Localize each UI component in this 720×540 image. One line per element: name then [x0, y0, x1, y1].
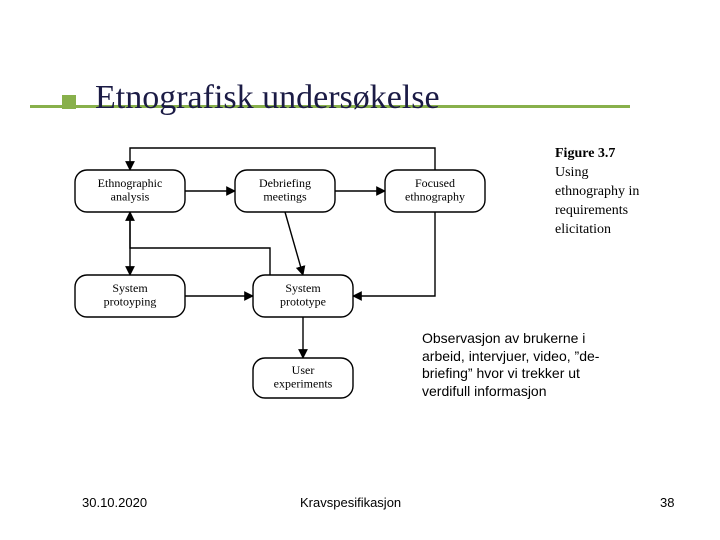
footer-date: 30.10.2020 — [82, 495, 147, 510]
footer-page-number: 38 — [660, 495, 674, 510]
figure-number: Figure 3.7 — [555, 146, 615, 161]
figure-caption-line3: requirements — [555, 203, 628, 218]
slide-title: Etnografisk undersøkelse — [95, 79, 440, 117]
title-bullet — [62, 95, 76, 109]
svg-text:meetings: meetings — [263, 190, 307, 204]
svg-text:ethnography: ethnography — [405, 190, 465, 204]
svg-text:User: User — [292, 363, 315, 377]
svg-text:protoyping: protoyping — [104, 295, 157, 309]
svg-text:analysis: analysis — [111, 190, 150, 204]
observation-paragraph: Observasjon av brukerne i arbeid, interv… — [422, 330, 632, 400]
svg-text:Ethnographic: Ethnographic — [98, 176, 163, 190]
svg-text:Focused: Focused — [415, 176, 455, 190]
figure-caption-line1: Using — [555, 165, 588, 180]
svg-text:Debriefing: Debriefing — [259, 176, 311, 190]
figure-caption: Figure 3.7 Using ethnography in requirem… — [555, 145, 685, 239]
figure-caption-line4: elicitation — [555, 222, 611, 237]
svg-text:experiments: experiments — [274, 377, 333, 391]
figure-caption-line2: ethnography in — [555, 184, 639, 199]
footer-title: Kravspesifikasjon — [300, 495, 401, 510]
svg-text:System: System — [285, 281, 321, 295]
slide: Etnografisk undersøkelse Figure 3.7 Usin… — [0, 0, 720, 540]
svg-text:prototype: prototype — [280, 295, 326, 309]
svg-text:System: System — [112, 281, 148, 295]
